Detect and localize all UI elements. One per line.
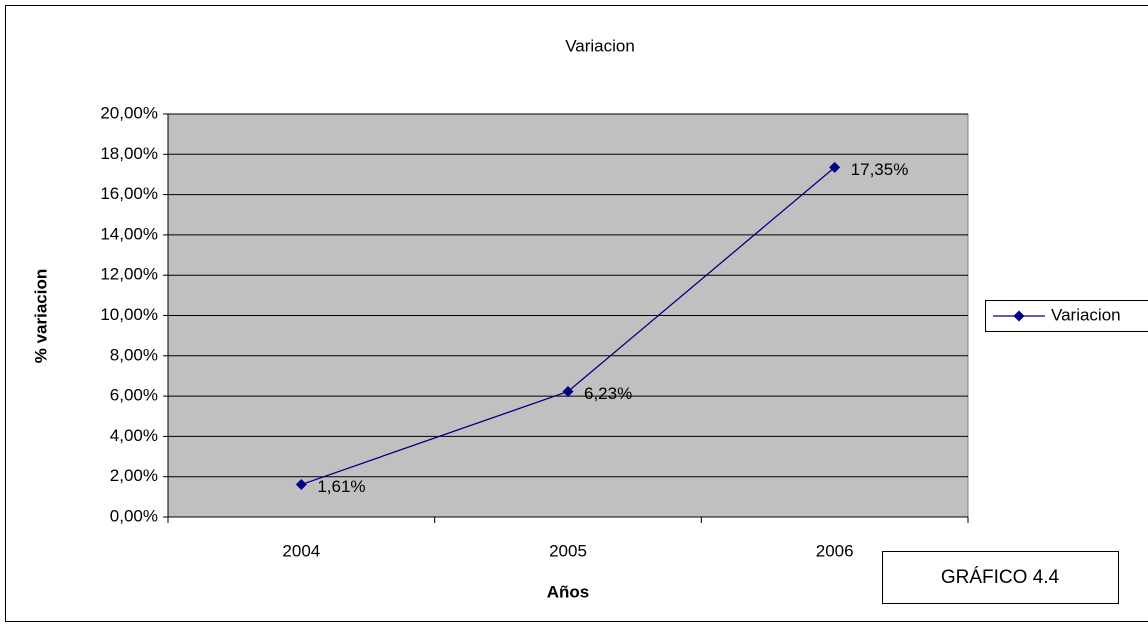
y-tick-label: 18,00%	[100, 144, 158, 163]
y-axis-label: % variacion	[31, 269, 50, 364]
annotation: GRÁFICO 4.4	[941, 567, 1060, 588]
data-point	[562, 385, 574, 397]
y-tick-label: 20,00%	[100, 103, 158, 122]
data-label: 6,23%	[584, 384, 632, 403]
y-tick-label: 8,00%	[110, 345, 158, 364]
data-point	[829, 161, 841, 173]
y-tick-label: 2,00%	[110, 466, 158, 485]
legend-marker	[1013, 310, 1025, 322]
y-tick-label: 0,00%	[110, 506, 158, 525]
x-tick-label: 2006	[816, 541, 854, 560]
x-tick-label: 2004	[282, 541, 320, 560]
data-label: 17,35%	[851, 160, 909, 179]
y-tick-label: 10,00%	[100, 305, 158, 324]
x-tick-label: 2005	[549, 541, 587, 560]
y-tick-label: 16,00%	[100, 184, 158, 203]
legend-label: Variacion	[1051, 305, 1121, 324]
y-tick-label: 12,00%	[100, 265, 158, 284]
data-label: 1,61%	[317, 477, 365, 496]
y-tick-label: 14,00%	[100, 224, 158, 243]
annotation-box	[882, 551, 1119, 604]
x-axis-label: Años	[547, 582, 590, 601]
y-tick-label: 6,00%	[110, 386, 158, 405]
data-point	[295, 479, 307, 491]
y-tick-label: 4,00%	[110, 426, 158, 445]
chart-title: Variacion	[565, 36, 635, 55]
